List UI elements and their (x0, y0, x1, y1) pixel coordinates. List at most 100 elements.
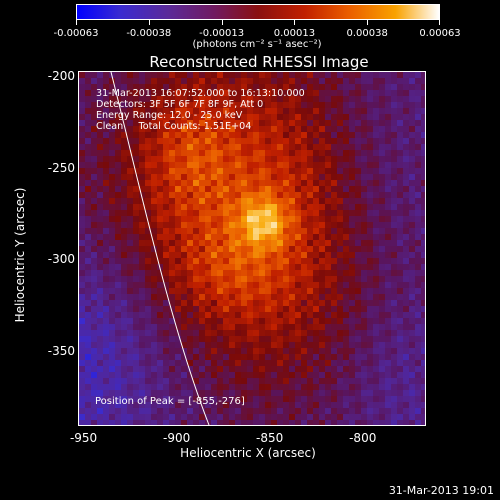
heatmap-cell (343, 354, 350, 361)
heatmap-cell (271, 378, 278, 385)
heatmap-cell (169, 192, 176, 199)
heatmap-cell (385, 156, 392, 163)
heatmap-cell (271, 324, 278, 331)
heatmap-cell (175, 300, 182, 307)
heatmap-cell (391, 354, 398, 361)
heatmap-cell (151, 270, 158, 277)
heatmap-cell (313, 402, 320, 409)
heatmap-cell (181, 324, 188, 331)
heatmap-cell (403, 372, 410, 379)
heatmap-cell (103, 384, 110, 391)
heatmap-cell (265, 264, 272, 271)
heatmap-cell (373, 150, 380, 157)
heatmap-cell (283, 420, 290, 425)
heatmap-cell (121, 228, 128, 235)
heatmap-cell (349, 144, 356, 151)
heatmap-cell (259, 300, 266, 307)
heatmap-cell (109, 312, 116, 319)
heatmap-cell (409, 108, 416, 115)
heatmap-cell (169, 144, 176, 151)
heatmap-cell (253, 138, 260, 145)
heatmap-cell (145, 216, 152, 223)
heatmap-cell (217, 246, 224, 253)
heatmap-cell (151, 234, 158, 241)
heatmap-cell (373, 408, 380, 415)
heatmap-cell (283, 372, 290, 379)
heatmap-cell (385, 420, 392, 425)
heatmap-cell (217, 120, 224, 127)
heatmap-cell (187, 366, 194, 373)
heatmap-cell (259, 84, 266, 91)
heatmap-cell (355, 414, 362, 421)
heatmap-cell (109, 126, 116, 133)
heatmap-cell (223, 384, 230, 391)
heatmap-cell (403, 258, 410, 265)
heatmap-cell (409, 204, 416, 211)
heatmap-cell (211, 180, 218, 187)
heatmap-cell (277, 138, 284, 145)
heatmap-cell (349, 294, 356, 301)
heatmap-cell (121, 318, 128, 325)
heatmap-cell (247, 198, 254, 205)
heatmap-cell (127, 246, 134, 253)
heatmap-cell (373, 144, 380, 151)
heatmap-cell (175, 378, 182, 385)
heatmap-cell (97, 414, 104, 421)
colorbar-tick (294, 20, 296, 25)
heatmap-cell (265, 84, 272, 91)
heatmap-cell (337, 180, 344, 187)
heatmap-cell (91, 204, 98, 211)
heatmap-cell (385, 228, 392, 235)
heatmap-cell (91, 102, 98, 109)
heatmap-cell (211, 222, 218, 229)
heatmap-cell (169, 246, 176, 253)
heatmap-cell (343, 96, 350, 103)
heatmap-cell (367, 276, 374, 283)
heatmap-cell (175, 372, 182, 379)
heatmap-cell (217, 342, 224, 349)
heatmap-cell (403, 252, 410, 259)
heatmap-cell (127, 354, 134, 361)
heatmap-cell (241, 258, 248, 265)
heatmap-cell (367, 348, 374, 355)
heatmap-cell (271, 318, 278, 325)
heatmap-cell (187, 162, 194, 169)
heatmap-cell (145, 378, 152, 385)
heatmap-cell (283, 150, 290, 157)
heatmap-cell (367, 324, 374, 331)
heatmap-cell (169, 378, 176, 385)
heatmap-cell (241, 276, 248, 283)
heatmap-cell (199, 324, 206, 331)
heatmap-cell (97, 366, 104, 373)
heatmap-cell (325, 300, 332, 307)
heatmap-cell (157, 342, 164, 349)
heatmap-cell (289, 324, 296, 331)
heatmap-cell (277, 246, 284, 253)
heatmap-cell (331, 186, 338, 193)
heatmap-cell (289, 348, 296, 355)
heatmap-cell (373, 336, 380, 343)
heatmap-cell (271, 120, 278, 127)
heatmap-cell (91, 240, 98, 247)
heatmap-cell (319, 174, 326, 181)
heatmap-cell (277, 222, 284, 229)
heatmap-cell (265, 144, 272, 151)
annotation-counts: Clean Total Counts: 1.51E+04 (96, 121, 252, 132)
heatmap-cell (307, 390, 314, 397)
heatmap-cell (349, 120, 356, 127)
heatmap-cell (193, 204, 200, 211)
heatmap-cell (415, 138, 422, 145)
heatmap-cell (157, 174, 164, 181)
heatmap-cell (301, 252, 308, 259)
heatmap-cell (211, 72, 218, 79)
heatmap-cell (223, 288, 230, 295)
heatmap-cell (289, 174, 296, 181)
heatmap-cell (223, 366, 230, 373)
heatmap-cell (187, 168, 194, 175)
heatmap-cell (121, 264, 128, 271)
heatmap-cell (409, 312, 416, 319)
heatmap-cell (79, 360, 86, 367)
heatmap-cell (229, 342, 236, 349)
heatmap-cell (109, 420, 116, 425)
heatmap-cell (253, 408, 260, 415)
